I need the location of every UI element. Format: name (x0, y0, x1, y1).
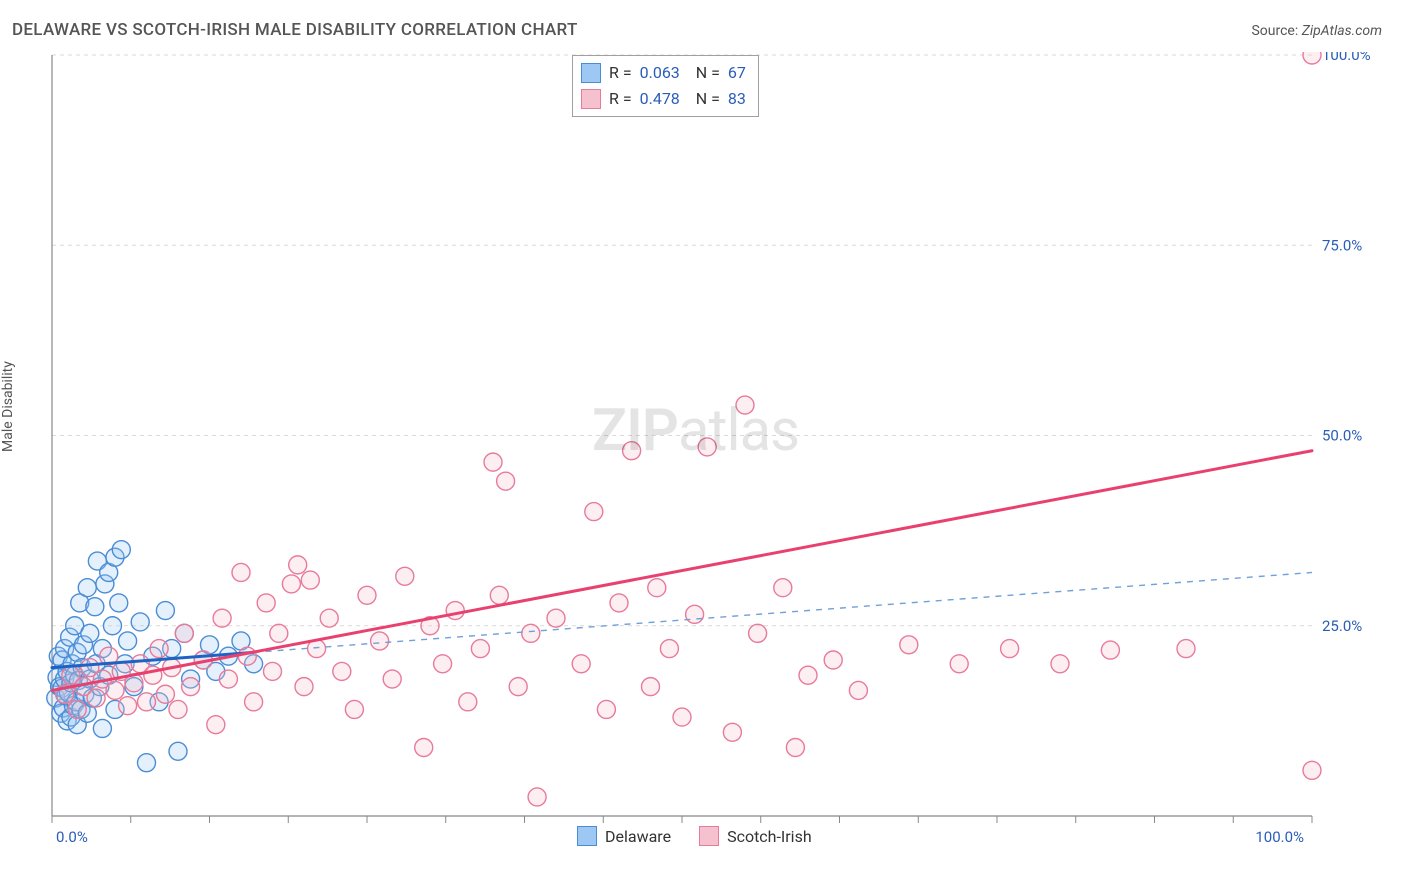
legend-item-0: Delaware (577, 826, 671, 846)
stats-n-value-0: 67 (728, 60, 746, 86)
stats-n-value-1: 83 (728, 86, 746, 112)
legend-swatch-icon (577, 826, 597, 846)
legend-label-0: Delaware (605, 827, 671, 846)
svg-text:100.0%: 100.0% (1322, 52, 1371, 64)
stats-r-label: R = (609, 86, 632, 112)
series-legend: Delaware Scotch-Irish (577, 826, 812, 846)
stats-n-label: N = (688, 60, 720, 86)
correlation-stats-legend: R = 0.063 N = 67 R = 0.478 N = 83 (572, 55, 759, 117)
svg-text:25.0%: 25.0% (1322, 617, 1362, 635)
plot-area: Male Disability 25.0%50.0%75.0%100.0%0.0… (12, 52, 1392, 872)
svg-text:100.0%: 100.0% (1255, 828, 1304, 846)
legend-item-1: Scotch-Irish (699, 826, 812, 846)
source-name: ZipAtlas.com (1302, 23, 1382, 39)
y-axis-label: Male Disability (0, 361, 16, 452)
svg-text:75.0%: 75.0% (1322, 236, 1362, 254)
stats-r-label: R = (609, 60, 632, 86)
stats-r-value-0: 0.063 (640, 60, 680, 86)
stats-n-label: N = (688, 86, 720, 112)
svg-text:0.0%: 0.0% (56, 828, 88, 846)
chart-title: DELAWARE VS SCOTCH-IRISH MALE DISABILITY… (12, 20, 578, 40)
legend-swatch-0 (581, 63, 601, 83)
stats-row-1: R = 0.478 N = 83 (581, 86, 746, 112)
legend-label-1: Scotch-Irish (727, 827, 812, 846)
legend-swatch-icon (699, 826, 719, 846)
scatter-chart: 25.0% 50.0% 75.0% 100.0% 0.0% 100.0% (12, 52, 1392, 872)
legend-swatch-1 (581, 89, 601, 109)
stats-row-0: R = 0.063 N = 67 (581, 60, 746, 86)
stats-r-value-1: 0.478 (640, 86, 680, 112)
source-label: Source: (1251, 23, 1298, 39)
svg-text:50.0%: 50.0% (1322, 427, 1362, 445)
source-attribution: Source: ZipAtlas.com (1251, 23, 1382, 39)
chart-header: DELAWARE VS SCOTCH-IRISH MALE DISABILITY… (0, 0, 1406, 48)
